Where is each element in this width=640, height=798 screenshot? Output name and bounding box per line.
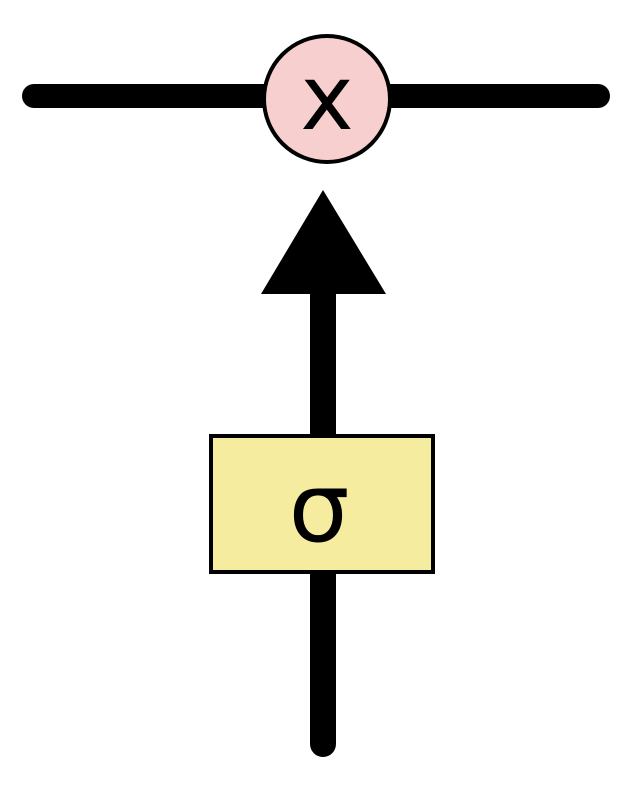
gate-output-arrow: [261, 190, 386, 438]
sigmoid-gate: σ: [209, 434, 435, 574]
arrow-up-icon: [261, 190, 386, 294]
multiply-symbol: x: [300, 46, 353, 151]
sigma-symbol: σ: [289, 452, 350, 564]
pointwise-multiply-icon: [262, 34, 392, 164]
sigmoid-gate-icon: [209, 434, 435, 574]
pointwise-multiply-node: x: [262, 34, 392, 164]
